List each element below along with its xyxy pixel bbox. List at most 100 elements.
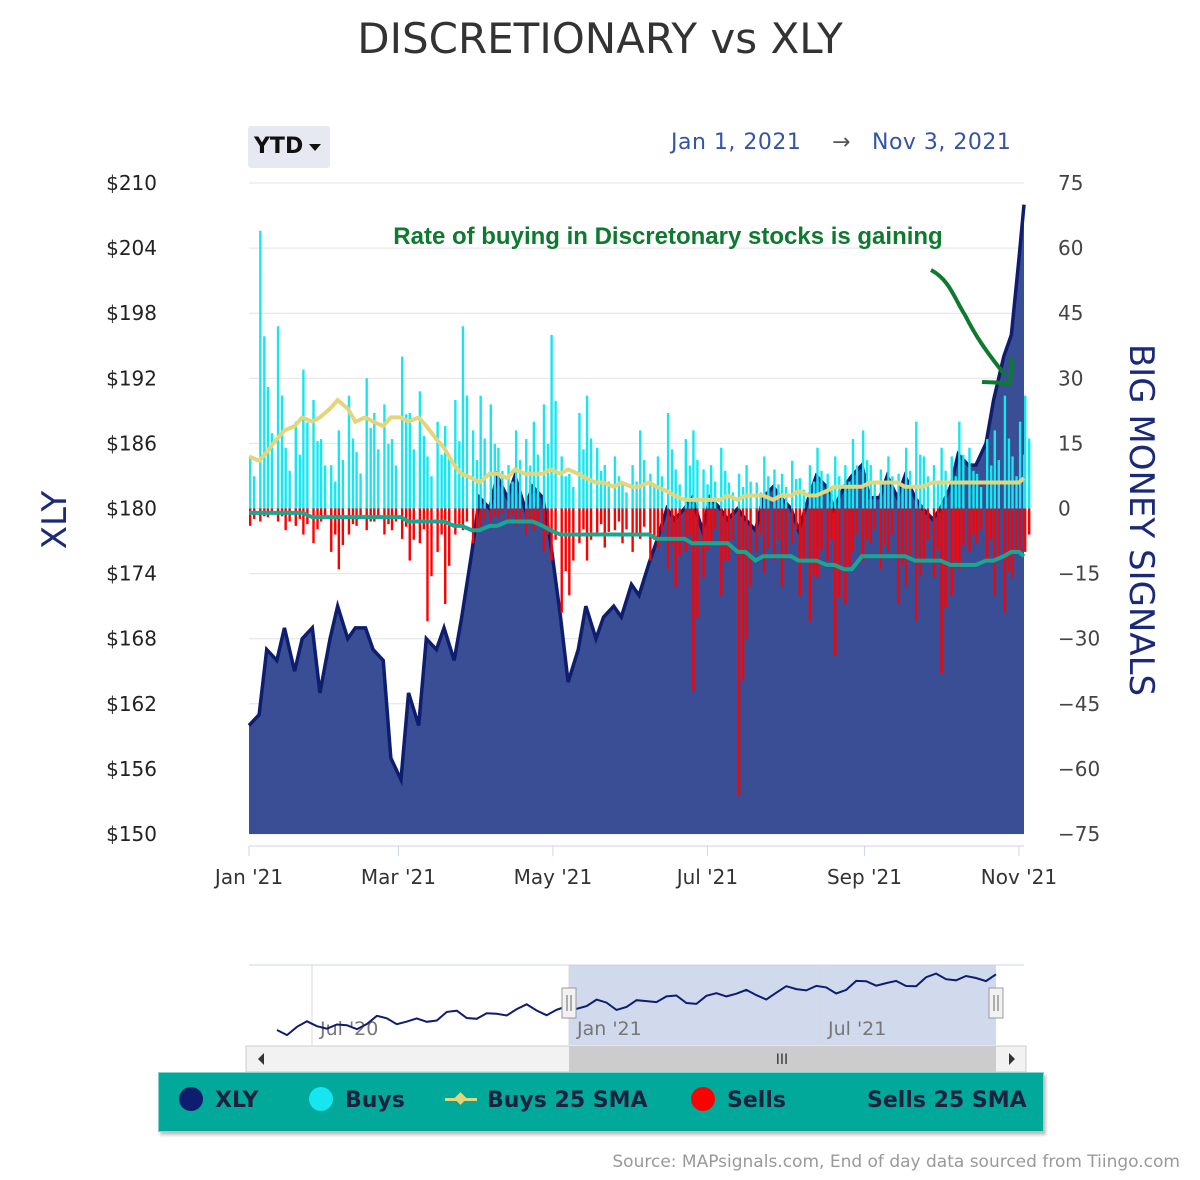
buy-bar <box>1003 395 1007 509</box>
y-left-tick-label: $162 <box>106 692 157 716</box>
legend-item-buys[interactable]: Buys <box>309 1073 405 1131</box>
buy-bar <box>412 449 415 509</box>
buy-bar <box>656 456 660 509</box>
sell-bar <box>501 508 504 514</box>
sell-bar <box>915 508 918 622</box>
sell-bar <box>802 508 805 561</box>
sell-bar <box>794 508 798 530</box>
buy-bar <box>373 413 376 509</box>
sell-bar <box>830 508 833 540</box>
sell-bar <box>812 508 816 577</box>
y-left-tick-label: $180 <box>106 497 157 521</box>
legend-item-xly[interactable]: XLY <box>179 1073 258 1131</box>
scroll-left-arrow-icon[interactable] <box>258 1053 264 1065</box>
sell-bar <box>430 508 433 577</box>
date-from[interactable]: Jan 1, 2021 <box>671 130 802 155</box>
buy-bar <box>745 465 748 509</box>
sell-bar <box>887 508 890 552</box>
sell-bar <box>936 508 940 551</box>
buy-bar <box>702 469 705 509</box>
range-selector-label: YTD <box>254 134 304 159</box>
sell-bar <box>780 508 784 587</box>
sma-lines <box>248 397 1026 572</box>
sell-bar <box>288 508 291 522</box>
buy-bar <box>302 369 305 509</box>
legend-item-sells[interactable]: Sells <box>691 1073 786 1131</box>
sell-bar <box>940 508 943 674</box>
buy-bar <box>625 492 628 509</box>
range-selector-button[interactable]: YTD <box>248 126 330 168</box>
sell-bar <box>560 508 563 613</box>
sell-bar <box>448 508 451 566</box>
buy-bar <box>347 395 351 509</box>
navigator-series <box>276 972 997 1037</box>
legend-item-buys-sma[interactable]: Buys 25 SMA <box>445 1073 648 1131</box>
buy-bar <box>483 438 486 509</box>
sell-bar <box>838 508 841 598</box>
buy-bar <box>635 481 638 509</box>
buy-bar <box>670 449 674 509</box>
navigator-handle[interactable] <box>561 987 577 1019</box>
y-right-tick-label: 0 <box>1058 497 1071 521</box>
buy-bar <box>284 447 287 509</box>
y-right-tick-label: −15 <box>1058 562 1100 586</box>
y-right-tick-label: 60 <box>1058 236 1083 260</box>
sell-bar <box>489 508 493 522</box>
buy-bar <box>897 473 900 509</box>
buy-bar <box>692 430 695 509</box>
y-left-tick-label: $150 <box>106 822 157 846</box>
buy-bar <box>489 404 493 509</box>
sell-bar <box>589 508 593 540</box>
annotation-arrow-icon <box>929 268 1007 377</box>
buy-bar <box>972 470 975 509</box>
buy-bar <box>461 326 465 509</box>
buy-bar <box>873 481 876 509</box>
sell-bar <box>511 508 514 517</box>
sell-bar <box>493 508 497 517</box>
buy-bar <box>471 430 475 509</box>
buy-bar <box>249 456 252 509</box>
sell-bar <box>408 508 411 561</box>
buy-bar <box>696 460 699 509</box>
sell-bar <box>341 508 345 545</box>
buy-bar <box>1028 438 1031 509</box>
sell-bar <box>603 508 606 548</box>
navigator-label: Jul '20 <box>319 1018 378 1040</box>
buy-bar <box>572 486 575 509</box>
buy-bar <box>288 470 291 509</box>
sell-bar <box>990 508 993 540</box>
sell-bar <box>865 508 869 540</box>
sell-bar <box>986 508 989 561</box>
scroll-right-arrow-icon[interactable] <box>1009 1053 1015 1065</box>
sell-bar <box>979 508 983 530</box>
sell-bar <box>422 508 426 530</box>
buy-bar <box>458 441 461 509</box>
buy-bar <box>979 486 983 509</box>
buy-bar <box>568 473 571 509</box>
buy-bar <box>355 452 358 509</box>
legend-dot-icon <box>309 1087 333 1111</box>
buy-bar <box>709 465 713 509</box>
sell-bar <box>950 508 953 596</box>
buy-bar <box>737 473 741 509</box>
legend-item-sells-sma[interactable]: Sells 25 SMA <box>867 1088 1027 1113</box>
buy-bar <box>926 476 930 509</box>
buy-bar <box>617 476 621 509</box>
sell-bar <box>471 508 475 544</box>
buy-bar <box>430 476 433 509</box>
buy-bar <box>306 422 309 509</box>
sell-bar <box>962 508 965 545</box>
date-to[interactable]: Nov 3, 2021 <box>872 130 1012 155</box>
navigator: Jul '20 Jan '21 Jul '21 III <box>245 964 1027 1073</box>
sell-bar <box>400 508 404 539</box>
buy-bar <box>589 438 593 509</box>
sell-bar <box>879 508 883 570</box>
y-right-tick-label: 30 <box>1058 366 1083 390</box>
scrollbar-thumb[interactable] <box>569 1046 996 1072</box>
sell-bar <box>922 508 926 561</box>
sell-bar <box>578 508 581 544</box>
sells-sma-line <box>249 510 1026 572</box>
navigator-label: Jan '21 <box>576 1018 642 1040</box>
buy-bar <box>418 391 422 509</box>
navigator-handle[interactable] <box>988 987 1004 1019</box>
